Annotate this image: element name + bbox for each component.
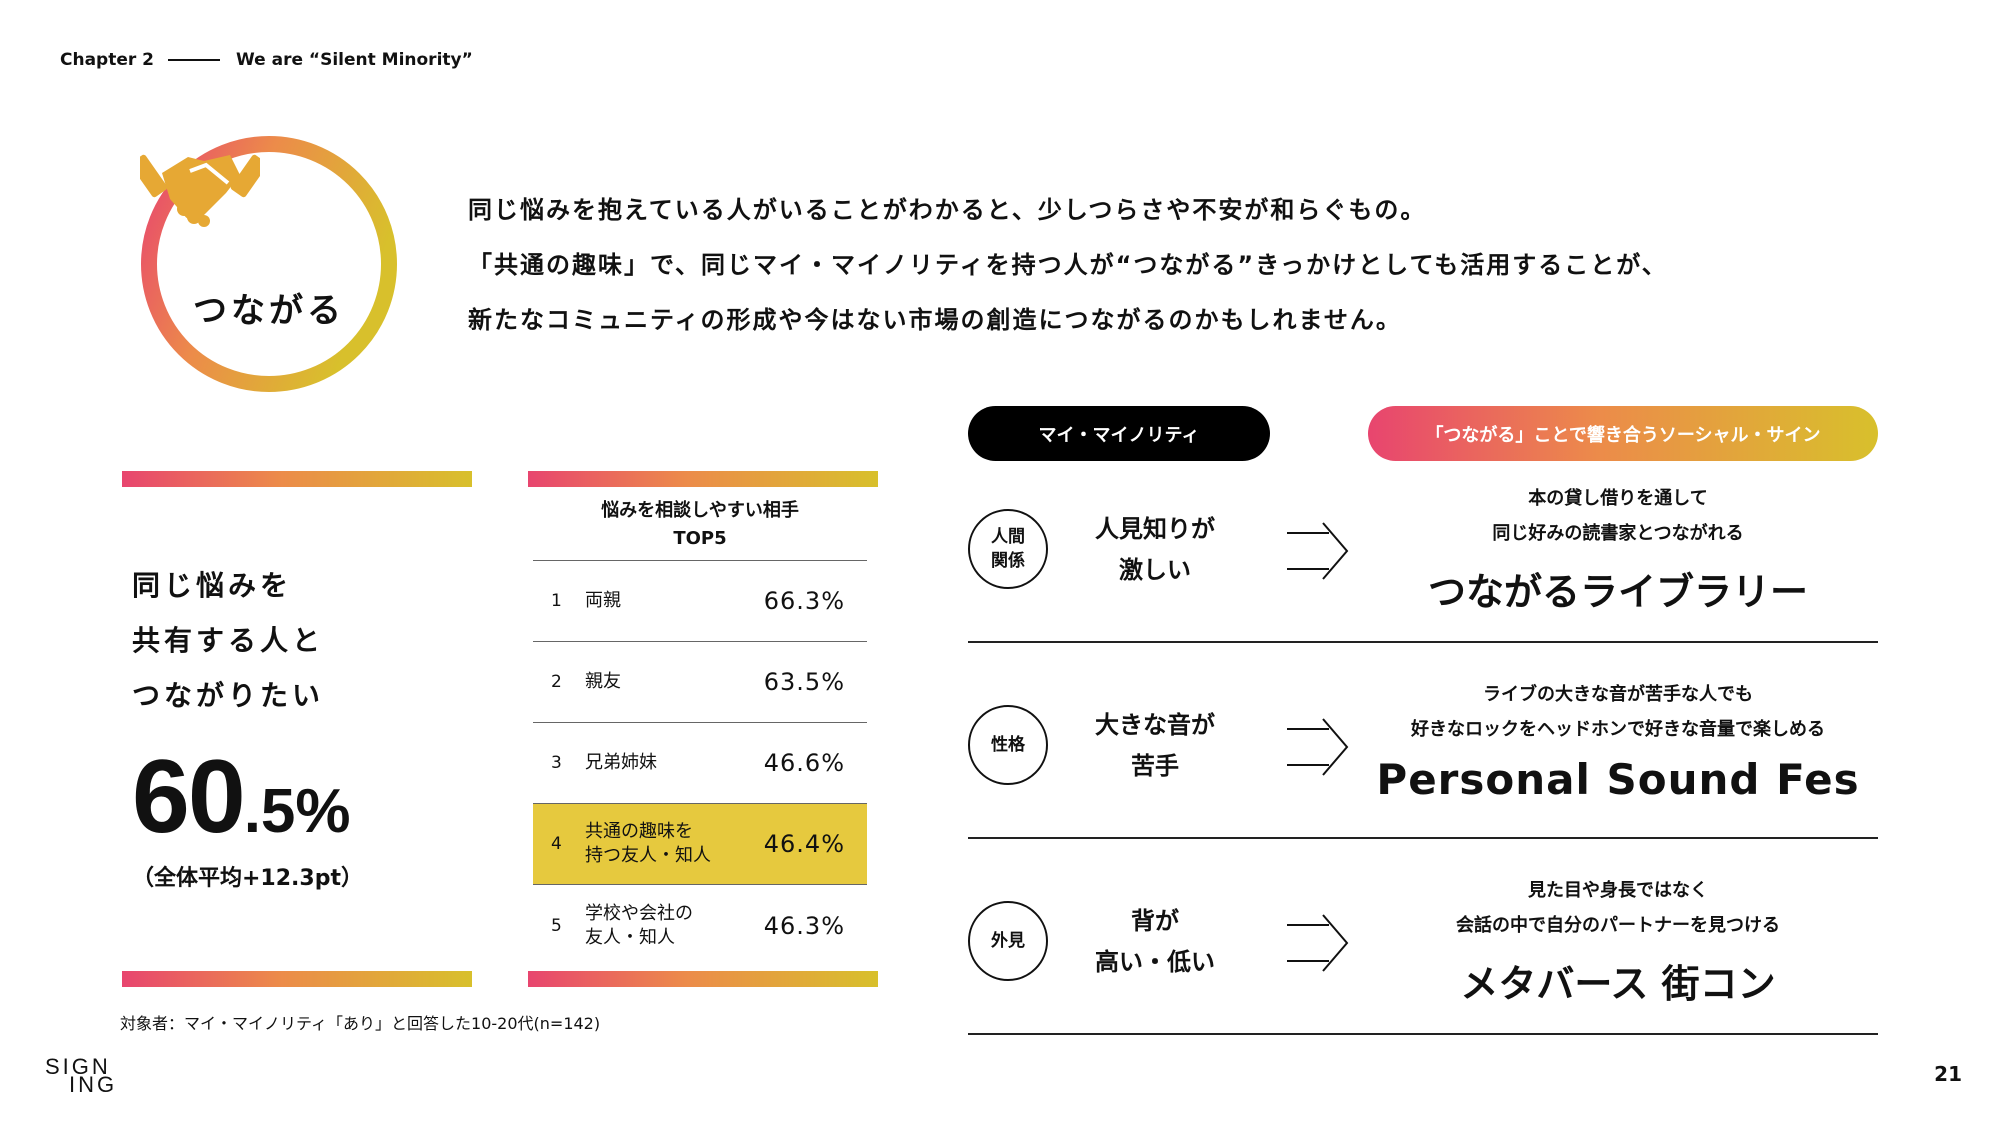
top5-table: 悩みを相談しやすい相手 TOP5 1 両親 66.3% 2 親友 63.5% 3… [533,495,867,966]
problem-line: 苦手 [1131,752,1179,780]
idea-row-appearance: 外見 背が 高い・低い 見た目や身長ではなく 会話の中で自分のパートナーを見つけ… [968,839,1878,1035]
idea-description: 見た目や身長ではなく 会話の中で自分のパートナーを見つける [1358,873,1878,943]
table-row: 5 学校や会社の 友人・知人 46.3% [533,885,867,966]
category-tag: 人間 関係 [968,509,1048,589]
problem-line: 人見知りが [1095,515,1215,543]
category-tag: 外見 [968,901,1048,981]
row-label-line: 両親 [585,590,621,611]
table-row: 3 兄弟姉妹 46.6% [533,723,867,804]
chapter-label: Chapter 2 [60,50,155,70]
stat-value-int: 60 [132,739,246,855]
intro-line: 「共通の趣味」で、同じマイ・マイノリティを持つ人が“つながる”きっかけとしても活… [468,251,1668,279]
problem-line: 激しい [1119,556,1191,584]
stat-heading-line: つながりたい [132,679,325,712]
handshake-icon [140,154,260,227]
problem-text: 背が 高い・低い [1080,901,1230,983]
chapter-title: We are “Silent Minority” [236,50,473,70]
table-row: 1 両親 66.3% [533,561,867,642]
tsunagaru-badge: つながる [140,135,398,393]
row-label-line: 親友 [585,671,621,692]
problem-text: 人見知りが 激しい [1080,509,1230,591]
table-bottom-bar [528,971,878,987]
row-percent: 46.6% [763,749,845,777]
description-line: 見た目や身長ではなく [1528,880,1708,901]
row-label: 兄弟姉妹 [585,751,764,775]
page-number: 21 [1934,1062,1962,1086]
description-line: 会話の中で自分のパートナーを見つける [1456,915,1780,936]
logo-line: SIGN [45,1054,111,1079]
row-percent: 46.4% [763,830,845,858]
description-line: ライブの大きな音が苦手な人でも [1483,684,1753,705]
problem-line: 背が [1131,907,1179,935]
stat-heading-line: 同じ悩みを [132,569,293,602]
arrow-right-icon [1287,522,1349,580]
badge-ring [141,136,397,392]
row-rank: 2 [551,672,562,692]
pill-my-minority: マイ・マイノリティ [968,406,1270,461]
chapter-header: Chapter 2 We are “Silent Minority” [60,50,473,70]
row-label: 学校や会社の 友人・知人 [585,902,764,950]
tag-line: 性格 [991,735,1025,755]
signing-logo: SIGN ING [45,1054,118,1097]
arrow-right-icon [1287,718,1349,776]
stat-value-dec: .5% [243,777,351,846]
idea-row-personality: 性格 大きな音が 苦手 ライブの大きな音が苦手な人でも 好きなロックをヘッドホン… [968,643,1878,839]
row-percent: 66.3% [763,587,845,615]
row-rank: 5 [551,915,562,936]
table-top-bar [528,471,878,487]
arrow-right-icon [1287,914,1349,972]
idea-name: つながるライブラリー [1427,570,1808,614]
idea-description: ライブの大きな音が苦手な人でも 好きなロックをヘッドホンで好きな音量で楽しめる [1358,677,1878,747]
tag-line: 関係 [991,551,1025,571]
top5-title: 悩みを相談しやすい相手 TOP5 [533,495,867,561]
description-line: 同じ好みの読書家とつながれる [1492,523,1744,544]
row-label: 共通の趣味を 持つ友人・知人 [585,820,764,868]
idea-name: Personal Sound Fes [1376,755,1860,804]
logo-line: ING [69,1072,118,1097]
intro-line: 新たなコミュニティの形成や今はない市場の創造につながるのかもしれません。 [468,306,1402,334]
row-rank: 1 [551,591,562,611]
tag-line: 外見 [991,931,1025,951]
row-label: 親友 [585,670,764,694]
row-percent: 46.3% [763,911,845,940]
row-label-line: 兄弟姉妹 [585,752,657,773]
idea-description: 本の貸し借りを通して 同じ好みの読書家とつながれる [1358,481,1878,551]
intro-text: 同じ悩みを抱えている人がいることがわかると、少しつらさや不安が和らぐもの。 「共… [468,183,1668,348]
problem-text: 大きな音が 苦手 [1080,705,1230,787]
tag-line: 人間 [991,527,1025,547]
row-rank: 4 [551,834,562,854]
pill-social-sign: 「つながる」ことで響き合うソーシャル・サイン [1368,406,1878,461]
survey-note: 対象者：マイ・マイノリティ「あり」と回答した10-20代(n=142) [120,1014,601,1033]
top5-title-line: 悩みを相談しやすい相手 [601,500,799,521]
stat-subtext: （全体平均+12.3pt） [132,866,363,891]
problem-line: 大きな音が [1095,711,1215,739]
badge-label: つながる [193,291,345,331]
row-rank: 3 [551,753,562,773]
top5-title-line: TOP5 [673,528,727,549]
stat-value: 60.5% [132,738,351,857]
idea-row-relationships: 人間関係 人見知りが 激しい 本の貸し借りを通して 同じ好みの読書家とつながれる… [968,447,1878,643]
description-line: 好きなロックをヘッドホンで好きな音量で楽しめる [1411,719,1825,740]
row-label-line: 持つ友人・知人 [585,845,711,866]
category-tag: 性格 [968,705,1048,785]
header-divider [168,59,221,61]
row-label-line: 友人・知人 [585,926,675,948]
row-label-line: 学校や会社の [585,902,693,924]
left-top-bar [122,471,472,487]
row-percent: 63.5% [763,668,845,696]
table-row-highlighted: 4 共通の趣味を 持つ友人・知人 46.4% [533,804,867,885]
row-label: 両親 [585,589,764,613]
problem-line: 高い・低い [1095,948,1215,976]
stat-heading-line: 共有する人と [132,624,325,657]
stat-heading: 同じ悩みを 共有する人と つながりたい [132,558,324,723]
description-line: 本の貸し借りを通して [1528,488,1708,509]
row-label-line: 共通の趣味を [585,821,693,842]
left-bottom-bar [122,971,472,987]
table-row: 2 親友 63.5% [533,642,867,723]
idea-name: メタバース 街コン [1460,962,1776,1006]
intro-line: 同じ悩みを抱えている人がいることがわかると、少しつらさや不安が和らぐもの。 [468,196,1427,224]
